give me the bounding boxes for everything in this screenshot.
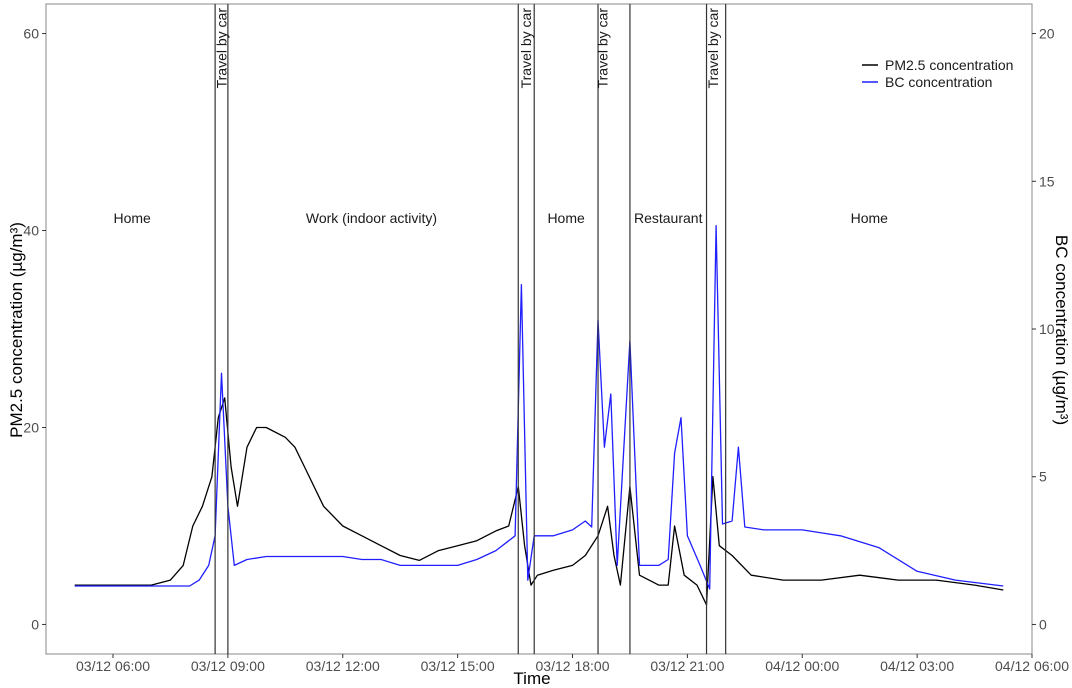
phase-label-2: Work (indoor activity) [306, 210, 437, 226]
phase-label-8: Home [851, 210, 889, 226]
series-line-0 [74, 397, 1004, 606]
phase-label-6: Restaurant [634, 210, 703, 226]
y-left-tick-label-1: 20 [23, 419, 39, 435]
phase-label-0: Home [113, 210, 151, 226]
x-tick-label-4: 03/12 18:00 [536, 658, 610, 674]
y-right-tick-label-0: 0 [1039, 616, 1047, 632]
phase-label-3: Travel by car [518, 8, 534, 89]
x-tick-label-3: 03/12 15:00 [421, 658, 495, 674]
y-axis-left-title: PM2.5 concentration (µg/m³) [7, 222, 26, 438]
y-axis-left: 0 20 40 60 [23, 26, 46, 632]
phase-label-5: Travel by car [595, 8, 611, 89]
series-line-1 [74, 224, 1004, 590]
y-axis-right-title: BC concentration (µg/m³) [1052, 235, 1071, 425]
y-left-tick-label-3: 60 [23, 26, 39, 42]
x-tick-label-5: 03/12 21:00 [650, 658, 724, 674]
x-tick-label-8: 04/12 06:00 [995, 658, 1069, 674]
y-left-tick-label-0: 0 [31, 616, 39, 632]
plot-area: Home Travel by car Work (indoor activity) T… [45, 3, 1033, 655]
y-right-tick-label-1: 5 [1039, 469, 1047, 485]
legend-label-1: BC concentration [885, 74, 992, 90]
x-tick-label-1: 03/12 09:00 [191, 658, 265, 674]
x-tick-label-6: 04/12 00:00 [765, 658, 839, 674]
y-right-tick-label-2: 10 [1039, 321, 1055, 337]
plot-border [45, 3, 1033, 655]
phase-label-4: Home [547, 210, 585, 226]
x-tick-label-7: 04/12 03:00 [880, 658, 954, 674]
x-tick-label-2: 03/12 12:00 [306, 658, 380, 674]
y-right-tick-label-4: 20 [1039, 26, 1055, 42]
phase-label-1: Travel by car [214, 8, 230, 89]
legend-label-0: PM2.5 concentration [885, 57, 1013, 73]
phase-label-7: Travel by car [705, 8, 721, 89]
x-axis: 03/12 06:00 03/12 09:00 03/12 12:00 03/12 1… [76, 654, 1069, 674]
x-tick-label-0: 03/12 06:00 [76, 658, 150, 674]
y-axis-right: 0 5 10 15 20 [1032, 26, 1055, 632]
y-right-tick-label-3: 15 [1039, 173, 1055, 189]
x-axis-title: Time [513, 669, 550, 688]
y-left-tick-label-2: 40 [23, 223, 39, 239]
